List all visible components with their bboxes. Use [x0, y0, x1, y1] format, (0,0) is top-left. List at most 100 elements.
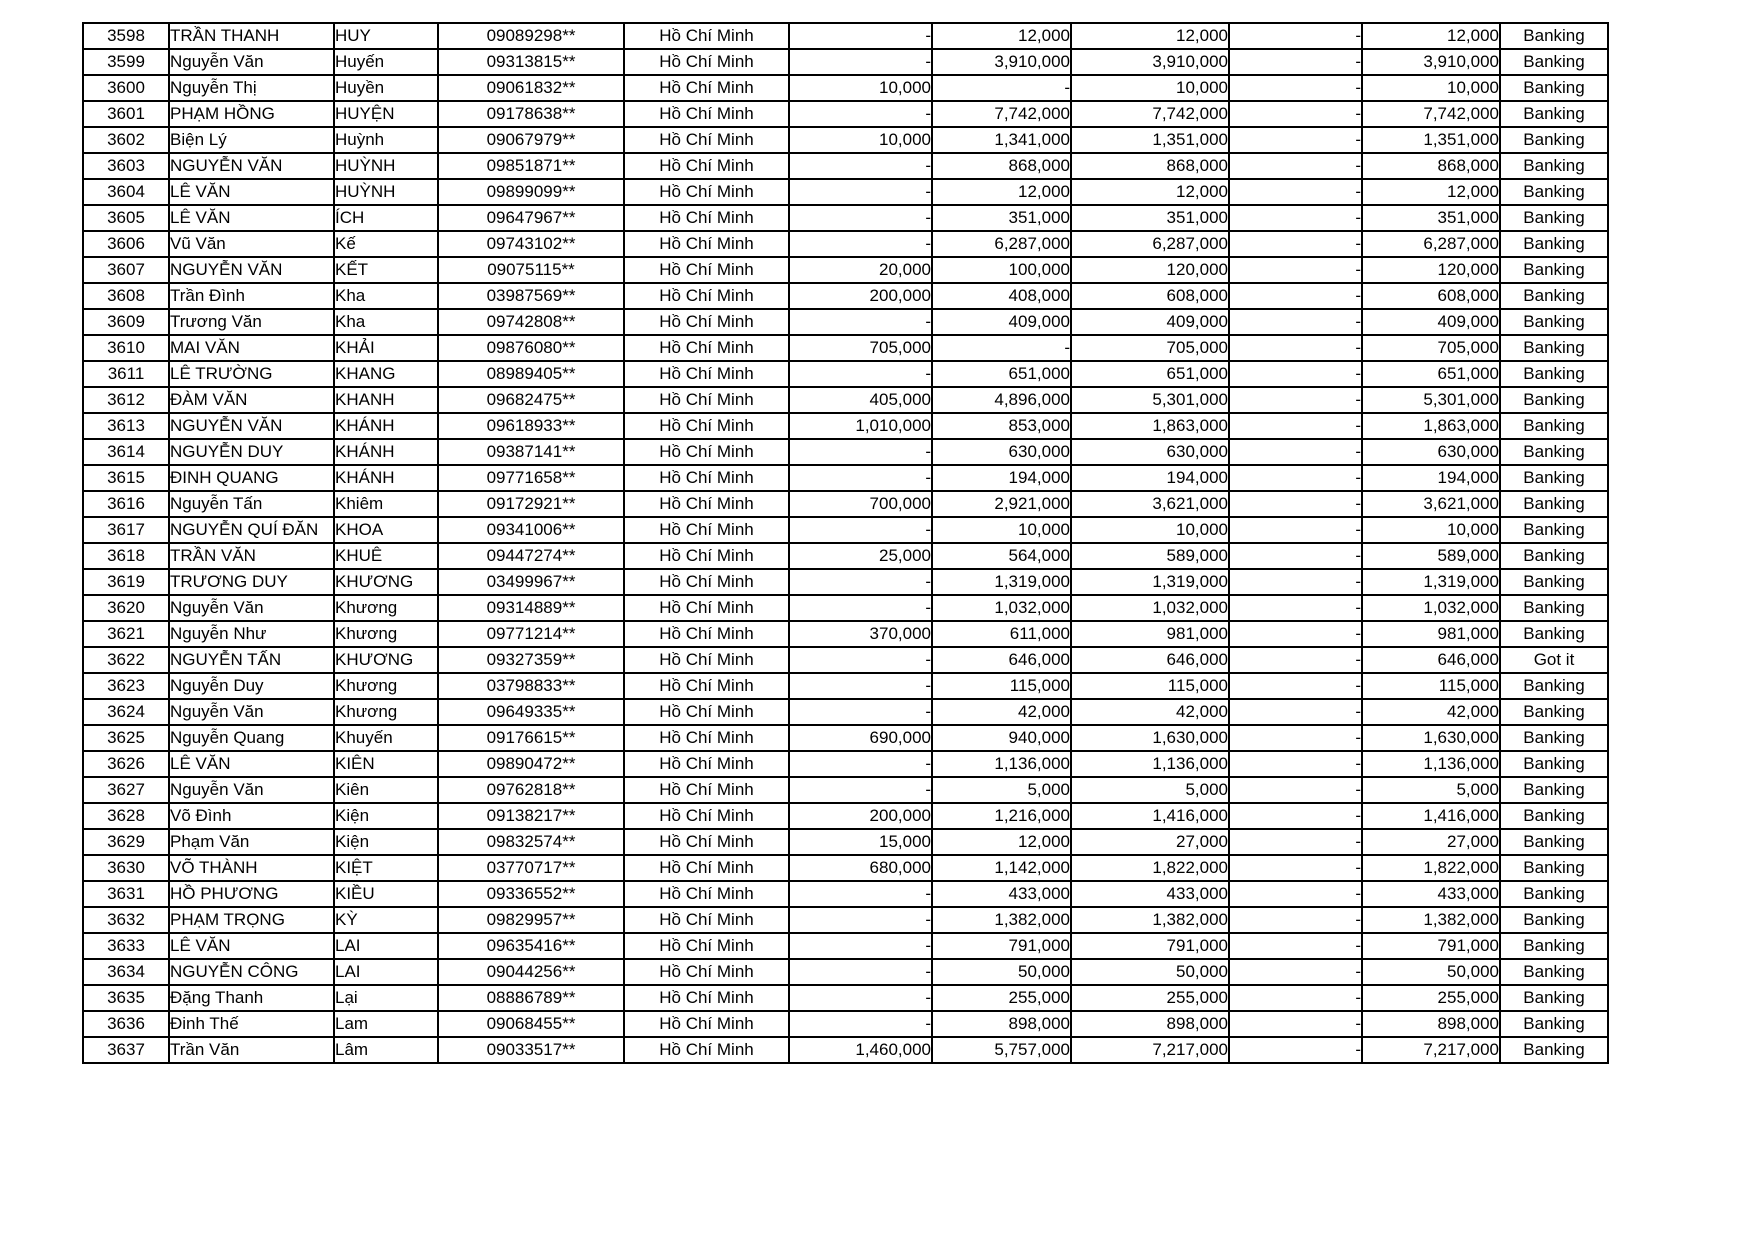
col-phone-cell: 09067979**: [437, 126, 625, 154]
col-amount-2-cell: 651,000: [931, 360, 1072, 388]
col-amount-5-cell: 1,032,000: [1361, 594, 1501, 622]
col-given-name-cell: Khương: [333, 620, 439, 648]
col-index-cell: 3615: [82, 464, 170, 492]
col-index-cell: 3607: [82, 256, 170, 284]
col-amount-1-cell: -: [788, 776, 933, 804]
col-amount-5-cell: 5,301,000: [1361, 386, 1501, 414]
col-city-cell: Hồ Chí Minh: [623, 750, 790, 778]
col-phone-cell: 09033517**: [437, 1036, 625, 1064]
col-amount-1-cell: 10,000: [788, 126, 933, 154]
col-status-cell: Banking: [1499, 750, 1609, 778]
col-amount-2-cell: 351,000: [931, 204, 1072, 232]
table-row: 3612 ĐÀM VĂN KHANH 09682475** Hồ Chí Minh 405…: [82, 386, 1609, 414]
col-index-cell: 3610: [82, 334, 170, 362]
col-amount-3-cell: 630,000: [1070, 438, 1230, 466]
col-status-cell: Banking: [1499, 932, 1609, 960]
col-amount-1-cell: -: [788, 750, 933, 778]
col-amount-4-cell: -: [1228, 802, 1363, 830]
table-row: 3602 Biện Lý Huỳnh 09067979** Hồ Chí Minh 10,…: [82, 126, 1609, 154]
col-phone-cell: 09771658**: [437, 464, 625, 492]
col-given-name-cell: HUỲNH: [333, 178, 439, 206]
col-amount-4-cell: -: [1228, 828, 1363, 856]
col-amount-4-cell: -: [1228, 698, 1363, 726]
col-amount-5-cell: 12,000: [1361, 178, 1501, 206]
col-status-cell: Banking: [1499, 438, 1609, 466]
col-amount-2-cell: 433,000: [931, 880, 1072, 908]
table-row: 3607 NGUYỄN VĂN KẾT 09075115** Hồ Chí Minh 20…: [82, 256, 1609, 284]
col-amount-1-cell: -: [788, 22, 933, 50]
col-amount-3-cell: 1,319,000: [1070, 568, 1230, 596]
col-phone-cell: 09832574**: [437, 828, 625, 856]
col-amount-2-cell: 646,000: [931, 646, 1072, 674]
col-amount-3-cell: 115,000: [1070, 672, 1230, 700]
col-status-cell: Banking: [1499, 594, 1609, 622]
col-amount-5-cell: 646,000: [1361, 646, 1501, 674]
col-phone-cell: 09068455**: [437, 1010, 625, 1038]
col-given-name-cell: LAI: [333, 932, 439, 960]
table-row: 3610 MAI VĂN KHẢI 09876080** Hồ Chí Minh 705,…: [82, 334, 1609, 362]
col-city-cell: Hồ Chí Minh: [623, 776, 790, 804]
col-amount-1-cell: 370,000: [788, 620, 933, 648]
col-given-name-cell: KHANG: [333, 360, 439, 388]
col-index-cell: 3624: [82, 698, 170, 726]
col-phone-cell: 09089298**: [437, 22, 625, 50]
col-amount-4-cell: -: [1228, 230, 1363, 258]
col-amount-1-cell: -: [788, 906, 933, 934]
col-city-cell: Hồ Chí Minh: [623, 386, 790, 414]
col-amount-2-cell: 868,000: [931, 152, 1072, 180]
col-phone-cell: 09890472**: [437, 750, 625, 778]
col-given-name-cell: KIÊN: [333, 750, 439, 778]
col-amount-5-cell: 651,000: [1361, 360, 1501, 388]
col-surname-cell: LÊ TRƯỜNG: [168, 360, 335, 388]
col-amount-2-cell: 100,000: [931, 256, 1072, 284]
col-amount-1-cell: 690,000: [788, 724, 933, 752]
col-status-cell: Banking: [1499, 100, 1609, 128]
col-amount-3-cell: 5,000: [1070, 776, 1230, 804]
col-surname-cell: LÊ VĂN: [168, 750, 335, 778]
col-surname-cell: ĐÀM VĂN: [168, 386, 335, 414]
col-amount-2-cell: 1,136,000: [931, 750, 1072, 778]
col-index-cell: 3633: [82, 932, 170, 960]
col-city-cell: Hồ Chí Minh: [623, 438, 790, 466]
col-index-cell: 3629: [82, 828, 170, 856]
col-amount-1-cell: -: [788, 698, 933, 726]
col-phone-cell: 09742808**: [437, 308, 625, 336]
col-phone-cell: 09313815**: [437, 48, 625, 76]
col-amount-5-cell: 630,000: [1361, 438, 1501, 466]
col-amount-1-cell: 25,000: [788, 542, 933, 570]
col-surname-cell: Biện Lý: [168, 126, 335, 154]
col-city-cell: Hồ Chí Minh: [623, 906, 790, 934]
col-amount-2-cell: 564,000: [931, 542, 1072, 570]
col-amount-1-cell: 700,000: [788, 490, 933, 518]
col-status-cell: Banking: [1499, 386, 1609, 414]
col-phone-cell: 09447274**: [437, 542, 625, 570]
col-amount-2-cell: 6,287,000: [931, 230, 1072, 258]
col-given-name-cell: KHANH: [333, 386, 439, 414]
col-amount-5-cell: 608,000: [1361, 282, 1501, 310]
col-status-cell: Banking: [1499, 412, 1609, 440]
col-surname-cell: Nguyễn Văn: [168, 698, 335, 726]
col-amount-4-cell: -: [1228, 256, 1363, 284]
col-phone-cell: 09618933**: [437, 412, 625, 440]
col-amount-4-cell: -: [1228, 22, 1363, 50]
col-index-cell: 3606: [82, 230, 170, 258]
col-amount-4-cell: -: [1228, 1010, 1363, 1038]
col-city-cell: Hồ Chí Minh: [623, 724, 790, 752]
col-given-name-cell: HUY: [333, 22, 439, 50]
col-index-cell: 3635: [82, 984, 170, 1012]
table-row: 3628 Võ Đình Kiện 09138217** Hồ Chí Minh 200,…: [82, 802, 1609, 830]
table-row: 3618 TRẦN VĂN KHUÊ 09447274** Hồ Chí Minh 25,…: [82, 542, 1609, 570]
col-amount-4-cell: -: [1228, 516, 1363, 544]
col-index-cell: 3616: [82, 490, 170, 518]
col-amount-5-cell: 115,000: [1361, 672, 1501, 700]
col-amount-1-cell: -: [788, 230, 933, 258]
col-city-cell: Hồ Chí Minh: [623, 282, 790, 310]
table-row: 3627 Nguyễn Văn Kiên 09762818** Hồ Chí Minh -…: [82, 776, 1609, 804]
col-amount-5-cell: 10,000: [1361, 74, 1501, 102]
col-amount-4-cell: -: [1228, 880, 1363, 908]
col-index-cell: 3628: [82, 802, 170, 830]
col-status-cell: Banking: [1499, 828, 1609, 856]
col-status-cell: Banking: [1499, 126, 1609, 154]
col-given-name-cell: KẾT: [333, 256, 439, 284]
col-amount-3-cell: 589,000: [1070, 542, 1230, 570]
